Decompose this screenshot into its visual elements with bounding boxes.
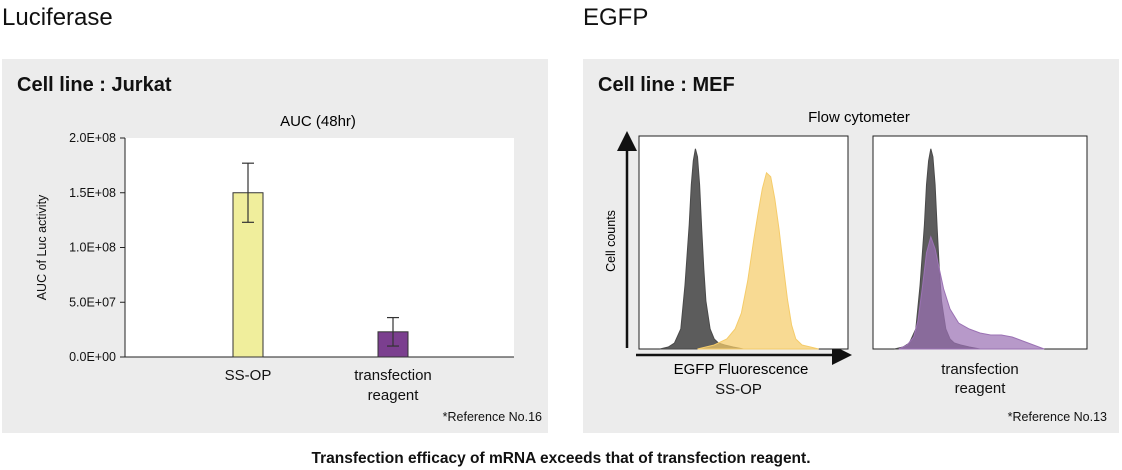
x-axis-label: EGFP Fluorescence	[674, 361, 809, 378]
section-title-egfp: EGFP	[583, 4, 649, 31]
figure-caption: Transfection efficacy of mRNA exceeds th…	[311, 450, 811, 467]
section-title-luciferase: Luciferase	[2, 4, 113, 31]
y-tick-label: 5.0E+07	[69, 295, 116, 309]
flow-cytometry-chart: Flow cytometer Cell counts EGFP Fluoresc…	[604, 109, 1088, 398]
category-label: SS-OP	[225, 367, 272, 384]
reference-note: *Reference No.13	[1007, 410, 1107, 424]
histogram-panel	[872, 135, 1088, 350]
y-axis-label: AUC of Luc activity	[35, 194, 49, 300]
y-tick-label: 2.0E+08	[69, 131, 116, 145]
panel-label: reagent	[955, 380, 1007, 397]
plot-area	[125, 138, 514, 357]
luciferase-panel: Cell line : Jurkat AUC (48hr) 0.0E+00 5.0…	[2, 59, 548, 433]
cell-line-label: Cell line : Jurkat	[17, 74, 172, 96]
reference-note: *Reference No.16	[442, 410, 542, 424]
egfp-panel: Cell line : MEF Flow cytometer Cell coun…	[583, 59, 1119, 433]
y-axis-label: Cell counts	[604, 210, 618, 272]
panel-label: transfection	[941, 361, 1019, 378]
sample-histogram	[898, 235, 1045, 350]
auc-bar-chart: AUC (48hr) 0.0E+00 5.0E+07 1.0E+08 1.5E+08 2…	[35, 113, 514, 404]
panel-label: SS-OP	[715, 381, 762, 398]
category-label: reagent	[368, 387, 420, 404]
category-label: transfection	[354, 367, 432, 384]
y-tick-label: 1.5E+08	[69, 186, 116, 200]
sample-histogram	[697, 171, 819, 350]
y-tick-label: 1.0E+08	[69, 241, 116, 255]
cell-line-label: Cell line : MEF	[598, 74, 735, 96]
y-tick-label: 0.0E+00	[69, 350, 116, 364]
chart-title: AUC (48hr)	[280, 113, 356, 130]
chart-title: Flow cytometer	[808, 109, 910, 126]
